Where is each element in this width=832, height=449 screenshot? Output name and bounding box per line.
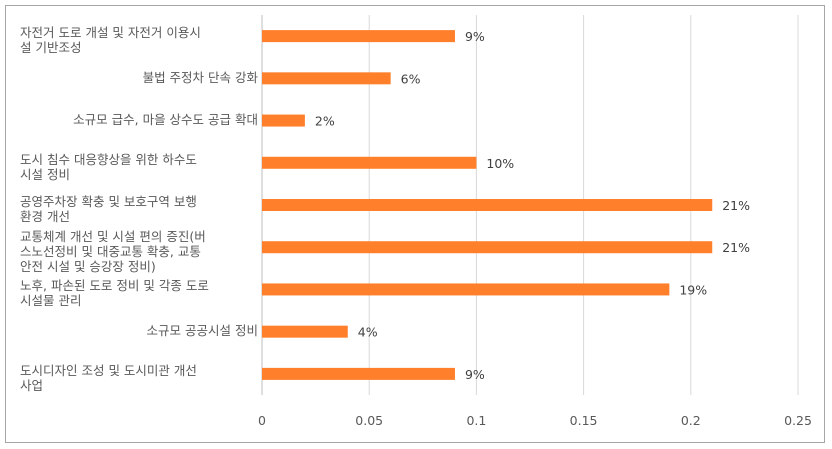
- data-label: 19%: [679, 282, 707, 297]
- chart-frame: [5, 5, 825, 443]
- data-label: 10%: [486, 156, 514, 171]
- x-tick-label: 0.05: [355, 413, 383, 428]
- category-label: 공영주차장 확충 및 보호구역 보행 환경 개선: [20, 194, 197, 224]
- data-label: 6%: [401, 71, 421, 86]
- category-label: 도시디자인 조성 및 도시미관 개선 사업: [20, 362, 197, 393]
- category-label: 소규모 공공시설 정비: [146, 323, 258, 339]
- data-label: 2%: [315, 114, 335, 129]
- data-label: 9%: [465, 29, 485, 44]
- bar: [262, 30, 455, 43]
- x-tick-label: 0.2: [681, 413, 701, 428]
- x-tick-label: 0: [258, 413, 266, 428]
- bar: [262, 367, 455, 380]
- bar: [262, 241, 713, 254]
- x-tick-label: 0.25: [784, 413, 812, 428]
- category-label: 자전거 도로 개설 및 자전거 이용시 설 기반조성: [20, 25, 201, 56]
- data-label: 21%: [722, 240, 750, 255]
- bar: [262, 114, 305, 127]
- category-label: 불법 주정차 단속 강화: [142, 69, 258, 85]
- bar: [262, 72, 391, 85]
- data-label: 21%: [722, 198, 750, 213]
- data-label: 4%: [358, 325, 378, 340]
- category-label: 도시 침수 대응향상을 위한 하수도 시설 정비: [20, 151, 197, 182]
- x-tick-label: 0.1: [466, 413, 486, 428]
- category-label: 노후, 파손된 도로 정비 및 각종 도로 시설물 관리: [20, 278, 209, 309]
- bar: [262, 199, 713, 211]
- data-label: 9%: [465, 367, 485, 382]
- bar: [262, 156, 477, 169]
- category-label: 소규모 급수, 마을 상수도 공급 확대: [73, 112, 258, 128]
- x-tick-label: 0.15: [570, 413, 598, 428]
- category-label: 교통체계 개선 및 시설 편의 증진(버 스노선정비 및 대중교통 확충, 교통…: [20, 228, 206, 274]
- bar: [262, 283, 670, 296]
- bar: [262, 325, 348, 338]
